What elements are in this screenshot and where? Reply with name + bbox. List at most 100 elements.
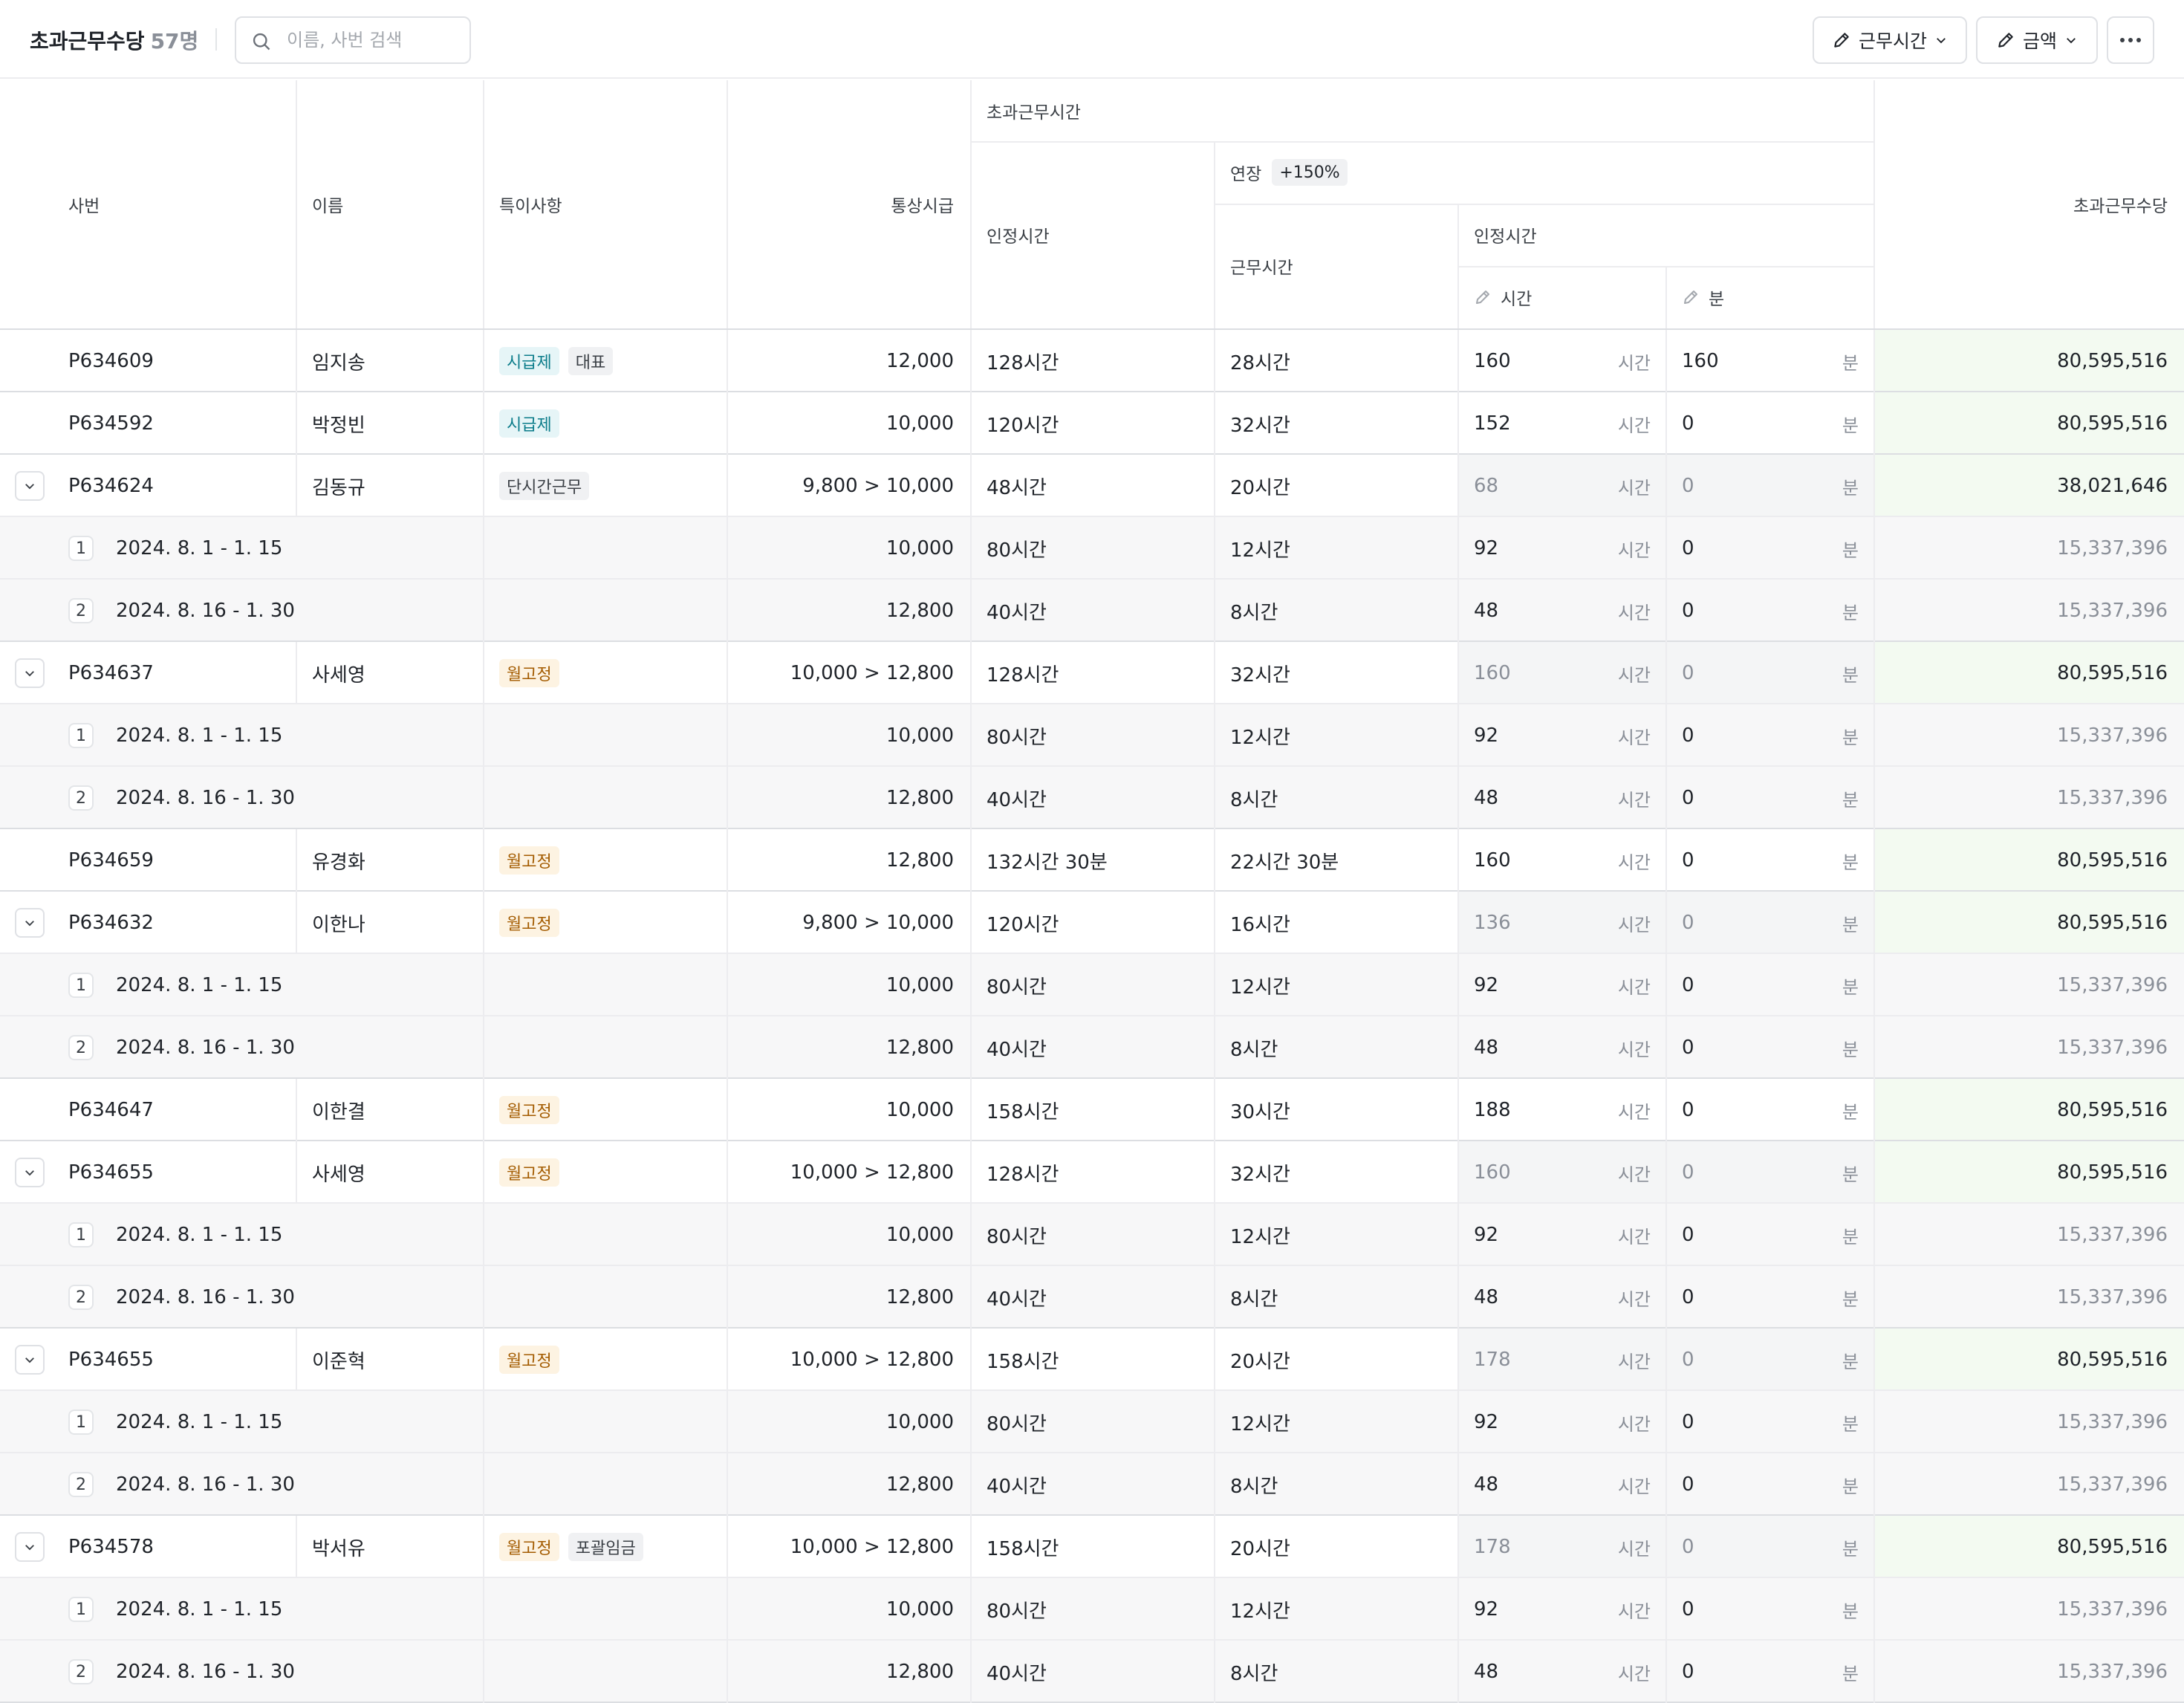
recognized-hours-input[interactable]: 160 <box>1474 849 1511 872</box>
recognized-minutes-input[interactable]: 0 <box>1682 1037 1694 1059</box>
column-divider <box>1214 1079 1215 1141</box>
hourly-wage: 12,800 <box>886 1286 954 1308</box>
notes-tag: 월고정 <box>499 909 559 937</box>
recognized-hours: 40시간 <box>987 1475 1047 1498</box>
recognized-minutes-input[interactable]: 0 <box>1682 475 1694 497</box>
expand-toggle-button[interactable] <box>15 1345 45 1375</box>
hours-unit: 시간 <box>1617 789 1651 811</box>
recognized-hours-input[interactable]: 48 <box>1474 1473 1499 1496</box>
recognized-minutes-input[interactable]: 0 <box>1682 1286 1694 1308</box>
employee-name: 박서유 <box>312 1537 365 1560</box>
recognized-hours-input[interactable]: 178 <box>1474 1349 1511 1371</box>
recognized-minutes-input[interactable]: 0 <box>1682 1161 1694 1184</box>
expand-toggle-button[interactable] <box>15 1532 45 1562</box>
column-divider <box>970 330 972 392</box>
employee-id: P634578 <box>68 1536 154 1558</box>
column-divider <box>1214 1578 1215 1641</box>
recognized-hours-input[interactable]: 92 <box>1474 537 1499 559</box>
recognized-hours-input[interactable]: 92 <box>1474 974 1499 996</box>
recognized-hours-input[interactable]: 48 <box>1474 1661 1499 1683</box>
recognized-minutes-input[interactable]: 0 <box>1682 537 1694 559</box>
column-divider <box>1873 517 1875 580</box>
hours-unit: 시간 <box>1617 1476 1651 1497</box>
search-box[interactable] <box>235 16 471 64</box>
recognized-minutes-input[interactable]: 0 <box>1682 1536 1694 1558</box>
column-divider <box>483 1516 484 1578</box>
recognized-minutes-input[interactable]: 0 <box>1682 912 1694 934</box>
extended-rate-badge: +150% <box>1272 159 1348 186</box>
recognized-minutes-input[interactable]: 0 <box>1682 1349 1694 1371</box>
recognized-minutes-input[interactable]: 0 <box>1682 849 1694 872</box>
recognized-minutes-input[interactable]: 0 <box>1682 1224 1694 1246</box>
recognized-minutes-input[interactable]: 160 <box>1682 350 1719 372</box>
expand-toggle-button[interactable] <box>15 1158 45 1187</box>
recognized-hours-input[interactable]: 152 <box>1474 412 1511 435</box>
minutes-unit: 분 <box>1842 1663 1859 1684</box>
recognized-hours-input[interactable]: 136 <box>1474 912 1511 934</box>
column-divider <box>970 1079 972 1141</box>
recognized-hours-input[interactable]: 48 <box>1474 1286 1499 1308</box>
column-header-hours[interactable]: 시간 <box>1457 266 1665 328</box>
employee-id: P634592 <box>68 412 154 435</box>
edit-amount-label: 금액 <box>2022 30 2057 52</box>
recognized-hours-input[interactable]: 92 <box>1474 1224 1499 1246</box>
column-divider <box>1457 580 1459 642</box>
recognized-hours-input[interactable]: 48 <box>1474 787 1499 809</box>
column-divider <box>1457 1391 1459 1453</box>
notes-tag: 시급제 <box>499 347 559 375</box>
recognized-minutes-input[interactable]: 0 <box>1682 1598 1694 1621</box>
recognized-minutes-input[interactable]: 0 <box>1682 662 1694 684</box>
period-index-badge: 2 <box>68 1659 94 1684</box>
column-divider <box>483 1141 484 1204</box>
recognized-hours-input[interactable]: 92 <box>1474 1411 1499 1433</box>
recognized-hours-input[interactable]: 48 <box>1474 1037 1499 1059</box>
recognized-minutes-input[interactable]: 0 <box>1682 787 1694 809</box>
overtime-allowance: 38,021,646 <box>2057 475 2168 497</box>
recognized-minutes-input[interactable]: 0 <box>1682 724 1694 747</box>
column-header-minutes[interactable]: 분 <box>1665 266 1873 328</box>
edit-amount-button[interactable]: 금액 <box>1976 16 2098 64</box>
recognized-minutes-input[interactable]: 0 <box>1682 412 1694 435</box>
more-options-button[interactable] <box>2107 16 2154 64</box>
recognized-minutes-input[interactable]: 0 <box>1682 974 1694 996</box>
period-index-badge: 1 <box>68 536 94 561</box>
row-divider <box>0 1514 2184 1516</box>
recognized-hours-input[interactable]: 68 <box>1474 475 1499 497</box>
hourly-wage: 10,000 > 12,800 <box>790 1349 954 1371</box>
expand-toggle-button[interactable] <box>15 471 45 501</box>
employee-name: 사세영 <box>312 1163 365 1186</box>
recognized-minutes-input[interactable]: 0 <box>1682 600 1694 622</box>
recognized-hours-input[interactable]: 160 <box>1474 1161 1511 1184</box>
expand-toggle-button[interactable] <box>15 658 45 688</box>
recognized-hours-input[interactable]: 92 <box>1474 1598 1499 1621</box>
period-cell: 1 2024. 8. 1 - 1. 15 <box>68 1391 727 1453</box>
hours-unit: 시간 <box>1617 477 1651 499</box>
minutes-unit: 분 <box>1842 914 1859 935</box>
recognized-minutes-input[interactable]: 0 <box>1682 1099 1694 1121</box>
recognized-hours-input[interactable]: 92 <box>1474 724 1499 747</box>
hourly-wage: 12,800 <box>886 1473 954 1496</box>
minutes-unit: 분 <box>1842 1226 1859 1248</box>
recognized-hours: 128시간 <box>987 351 1059 374</box>
period-range: 2024. 8. 16 - 1. 30 <box>116 1661 295 1683</box>
expand-toggle-button[interactable] <box>15 908 45 938</box>
hours-unit: 시간 <box>1617 602 1651 623</box>
employee-row <box>0 330 2184 392</box>
notes-tag: 단시간근무 <box>499 472 590 500</box>
recognized-minutes-input[interactable]: 0 <box>1682 1411 1694 1433</box>
edit-hours-button[interactable]: 근무시간 <box>1813 16 1967 64</box>
notes-tag: 대표 <box>568 347 614 375</box>
minutes-unit: 분 <box>1842 852 1859 873</box>
column-divider <box>483 392 484 455</box>
recognized-hours-input[interactable]: 160 <box>1474 662 1511 684</box>
work-hours: 12시간 <box>1230 1225 1290 1248</box>
recognized-hours-input[interactable]: 48 <box>1474 600 1499 622</box>
column-header-recognized: 인정시간 <box>987 227 1050 247</box>
recognized-minutes-input[interactable]: 0 <box>1682 1473 1694 1496</box>
column-divider <box>727 892 728 954</box>
search-input[interactable] <box>287 24 465 56</box>
recognized-hours-input[interactable]: 188 <box>1474 1099 1511 1121</box>
recognized-hours-input[interactable]: 160 <box>1474 350 1511 372</box>
recognized-hours-input[interactable]: 178 <box>1474 1536 1511 1558</box>
recognized-minutes-input[interactable]: 0 <box>1682 1661 1694 1683</box>
